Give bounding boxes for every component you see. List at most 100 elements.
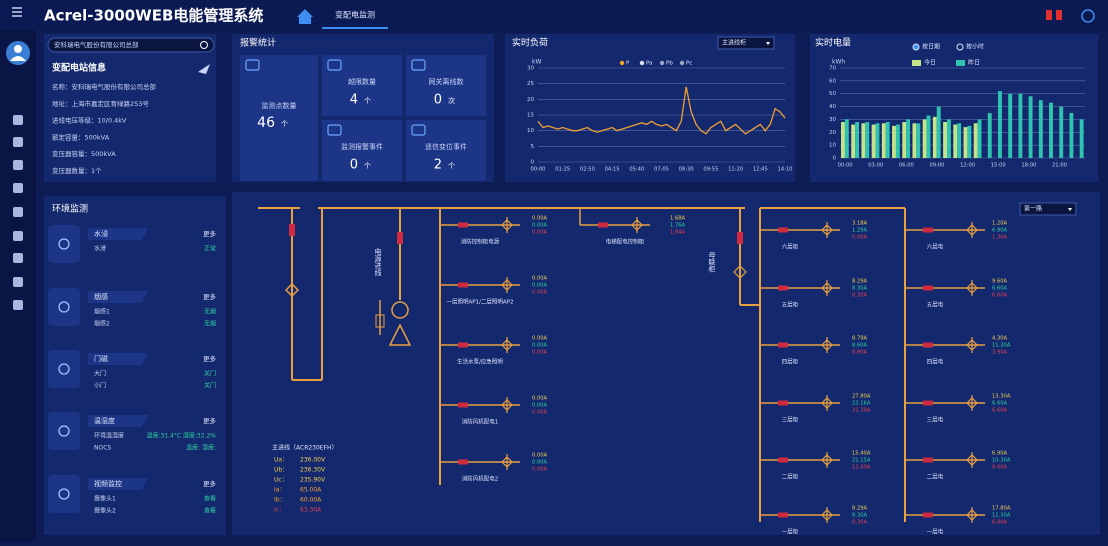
panel	[44, 34, 216, 182]
breaker	[458, 342, 468, 348]
bar	[912, 123, 917, 158]
bar	[936, 106, 941, 158]
nav-icon[interactable]	[13, 231, 23, 241]
search-icon[interactable]	[200, 41, 208, 49]
nav-icon[interactable]	[13, 115, 23, 125]
breaker	[778, 227, 788, 233]
search-box[interactable]	[47, 37, 215, 53]
current-value: 8.80A	[852, 350, 868, 356]
env-row-value: 正常	[204, 245, 216, 253]
home-icon[interactable]	[297, 9, 313, 24]
more-link[interactable]: 更多	[203, 479, 217, 488]
card-title: 门磁	[94, 354, 108, 363]
nav-icon[interactable]	[13, 253, 23, 263]
breaker	[458, 222, 468, 228]
y-tick-label: 5	[531, 144, 535, 150]
power-icon[interactable]	[1081, 9, 1095, 23]
meter-value: 60.00A	[300, 497, 322, 504]
current-value: 11.30A	[992, 513, 1011, 519]
x-tick-label: 04:15	[605, 167, 620, 173]
breaker	[458, 459, 468, 465]
bar	[1038, 100, 1043, 158]
nav-icon[interactable]	[13, 207, 23, 217]
card-tab	[88, 291, 148, 303]
bar	[957, 123, 962, 158]
breaker	[778, 400, 788, 406]
bar	[841, 122, 845, 158]
switch	[284, 282, 300, 298]
current-value: 11.30A	[992, 343, 1011, 349]
current-value: 9.60A	[992, 279, 1008, 285]
panel	[810, 34, 1098, 182]
breaker	[737, 232, 743, 244]
current-value: 0.00A	[532, 343, 548, 349]
info-row: 变压器容量：500kVA	[52, 149, 116, 158]
bar	[871, 124, 876, 158]
current-value: 27.80A	[852, 394, 871, 400]
env-row-label: 小门	[94, 382, 106, 390]
more-link[interactable]: 更多	[203, 229, 217, 238]
x-tick-label: 09:55	[703, 167, 718, 173]
legend-swatch	[956, 60, 965, 66]
stat-label: 越限数量	[348, 77, 376, 86]
legend-marker	[619, 60, 625, 66]
more-link[interactable]: 更多	[203, 292, 217, 301]
current-value: 6.90A	[992, 228, 1008, 234]
nav-icon[interactable]	[13, 137, 23, 147]
env-row-value: 关门	[204, 370, 216, 378]
current-value: 10.30A	[992, 458, 1011, 464]
radio[interactable]	[956, 43, 964, 51]
current-value: 21.15A	[852, 458, 871, 464]
fuse	[375, 314, 385, 328]
radio-label: 按小时	[966, 43, 984, 51]
card-tab	[88, 415, 148, 427]
panel-title: 报警统计	[240, 37, 276, 49]
dropdown-arrow	[766, 42, 770, 45]
feeder-name: 消防风机配电1	[462, 418, 499, 426]
radio[interactable]	[912, 43, 920, 51]
current-value: 1.68A	[670, 216, 686, 222]
more-link[interactable]: 更多	[203, 354, 217, 363]
avatar-head	[14, 45, 22, 53]
vertical-label: 电源进线	[374, 247, 382, 276]
current-value: 13.30A	[992, 394, 1011, 400]
legend-label: Pb	[666, 61, 673, 67]
dropdown[interactable]	[1019, 202, 1077, 216]
dropdown[interactable]	[717, 36, 775, 50]
meter-label: Ub：	[274, 467, 288, 474]
nav-icon[interactable]	[13, 277, 23, 287]
x-tick-label: 01:25	[555, 167, 570, 173]
bar	[895, 124, 900, 158]
x-tick-label: 12:00	[960, 163, 975, 169]
bar	[1008, 93, 1013, 158]
stat-unit: 个	[364, 162, 371, 170]
nav-icon[interactable]	[13, 300, 23, 310]
current-value: 0.00A	[532, 396, 548, 402]
breaker	[923, 342, 933, 348]
y-tick-label: 10	[829, 143, 836, 149]
switch	[501, 399, 513, 411]
env-icon	[58, 301, 70, 313]
bar	[906, 119, 911, 158]
more-link[interactable]: 更多	[203, 416, 217, 425]
breaker	[923, 457, 933, 463]
y-tick-label: 20	[829, 130, 836, 136]
nav-icon[interactable]	[13, 160, 23, 170]
breaker	[598, 222, 608, 228]
breaker	[778, 342, 788, 348]
bar	[1018, 93, 1023, 158]
current-value: 3.18A	[852, 221, 868, 227]
nav-icon[interactable]	[13, 183, 23, 193]
stat-label: 监测报警事件	[341, 142, 383, 151]
current-value: 21.30A	[852, 408, 871, 414]
current-value: 6.60A	[992, 293, 1008, 299]
current-value: 0.00A	[532, 410, 548, 416]
env-icon-box	[48, 225, 80, 263]
x-tick-label: 09:00	[930, 163, 945, 169]
header	[0, 0, 1108, 30]
radio-label: 按日期	[922, 43, 940, 51]
feeder-name: 一层电	[927, 528, 944, 536]
feeder-name: 五层柜	[782, 301, 799, 309]
breaker	[778, 457, 788, 463]
env-icon-box	[48, 350, 80, 388]
